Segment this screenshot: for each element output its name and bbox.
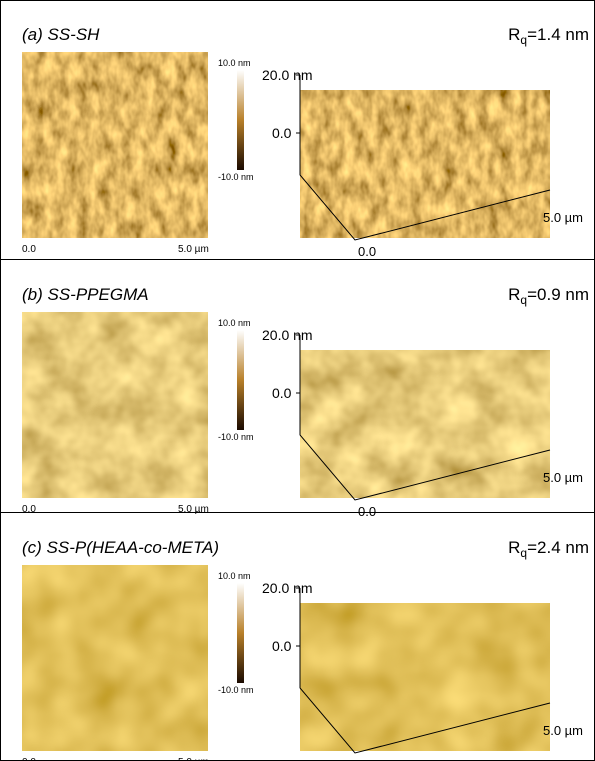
colorbar-max: 10.0 nm — [218, 58, 251, 68]
z-max: 20.0 nm — [262, 327, 313, 343]
afm-image — [22, 565, 208, 751]
image-x-start: 0.0 — [22, 244, 36, 255]
panel: (b) SS-PPEGMA Rq=0.9 nm 10.0 nm -10.0 nm 0.0… — [22, 285, 589, 519]
axis-origin: 0.0 — [358, 504, 376, 519]
axis-end: 5.0 µm — [543, 723, 583, 738]
axis-end: 5.0 µm — [543, 210, 583, 225]
afm-image — [22, 312, 208, 498]
roughness: Rq=2.4 nm — [508, 538, 589, 560]
colorbar-max: 10.0 nm — [218, 318, 251, 328]
z-zero: 0.0 — [272, 638, 292, 654]
panel-title: (c) SS-P(HEAA-co-META) — [22, 538, 219, 557]
roughness-part: R — [508, 285, 520, 304]
panel-title: (a) SS-SH — [22, 25, 100, 44]
z-max: 20.0 nm — [262, 580, 313, 596]
colorbar-min: -10.0 nm — [218, 172, 254, 182]
colorbar-max: 10.0 nm — [218, 571, 251, 581]
roughness: Rq=0.9 nm — [508, 285, 589, 307]
roughness-part: =2.4 nm — [527, 538, 589, 557]
colorbar — [237, 583, 244, 683]
image-x-end: 5.0 µm — [178, 244, 209, 255]
colorbar-min: -10.0 nm — [218, 432, 254, 442]
surface-3d — [300, 90, 550, 238]
surface-3d — [300, 603, 550, 751]
roughness-part: q — [520, 546, 527, 560]
z-zero: 0.0 — [272, 125, 292, 141]
z-max: 20.0 nm — [262, 67, 313, 83]
colorbar — [237, 70, 244, 170]
panel-title: (b) SS-PPEGMA — [22, 285, 149, 304]
colorbar-min: -10.0 nm — [218, 685, 254, 695]
afm-image — [22, 52, 208, 238]
image-x-end: 5.0 µm — [178, 504, 209, 515]
axis-end: 5.0 µm — [543, 470, 583, 485]
roughness-part: =1.4 nm — [527, 25, 589, 44]
image-x-start: 0.0 — [22, 504, 36, 515]
colorbar — [237, 330, 244, 430]
figure: (a) SS-SHRq=1.4 nm10.0 nm-10.0 nm0.05.0 … — [0, 0, 595, 761]
panel: (a) SS-SH Rq=1.4 nm 10.0 nm -10.0 nm 0.0 5.0 … — [22, 25, 589, 259]
axis-origin: 0.0 — [358, 244, 376, 259]
roughness-part: R — [508, 538, 520, 557]
roughness-part: q — [520, 293, 527, 307]
roughness-part: q — [520, 33, 527, 47]
axis-origin: 0.0 — [358, 757, 376, 761]
panel: (c) SS-P(HEAA-co-META) Rq=2.4 nm 10.0 nm -1… — [22, 538, 589, 761]
image-x-end: 5.0 µm — [178, 757, 209, 761]
surface-3d — [300, 350, 550, 498]
z-zero: 0.0 — [272, 385, 292, 401]
roughness-part: R — [508, 25, 520, 44]
page: (a) SS-SHRq=1.4 nm10.0 nm-10.0 nm0.05.0 … — [0, 0, 595, 761]
roughness-part: =0.9 nm — [527, 285, 589, 304]
roughness: Rq=1.4 nm — [508, 25, 589, 47]
image-x-start: 0.0 — [22, 757, 36, 761]
